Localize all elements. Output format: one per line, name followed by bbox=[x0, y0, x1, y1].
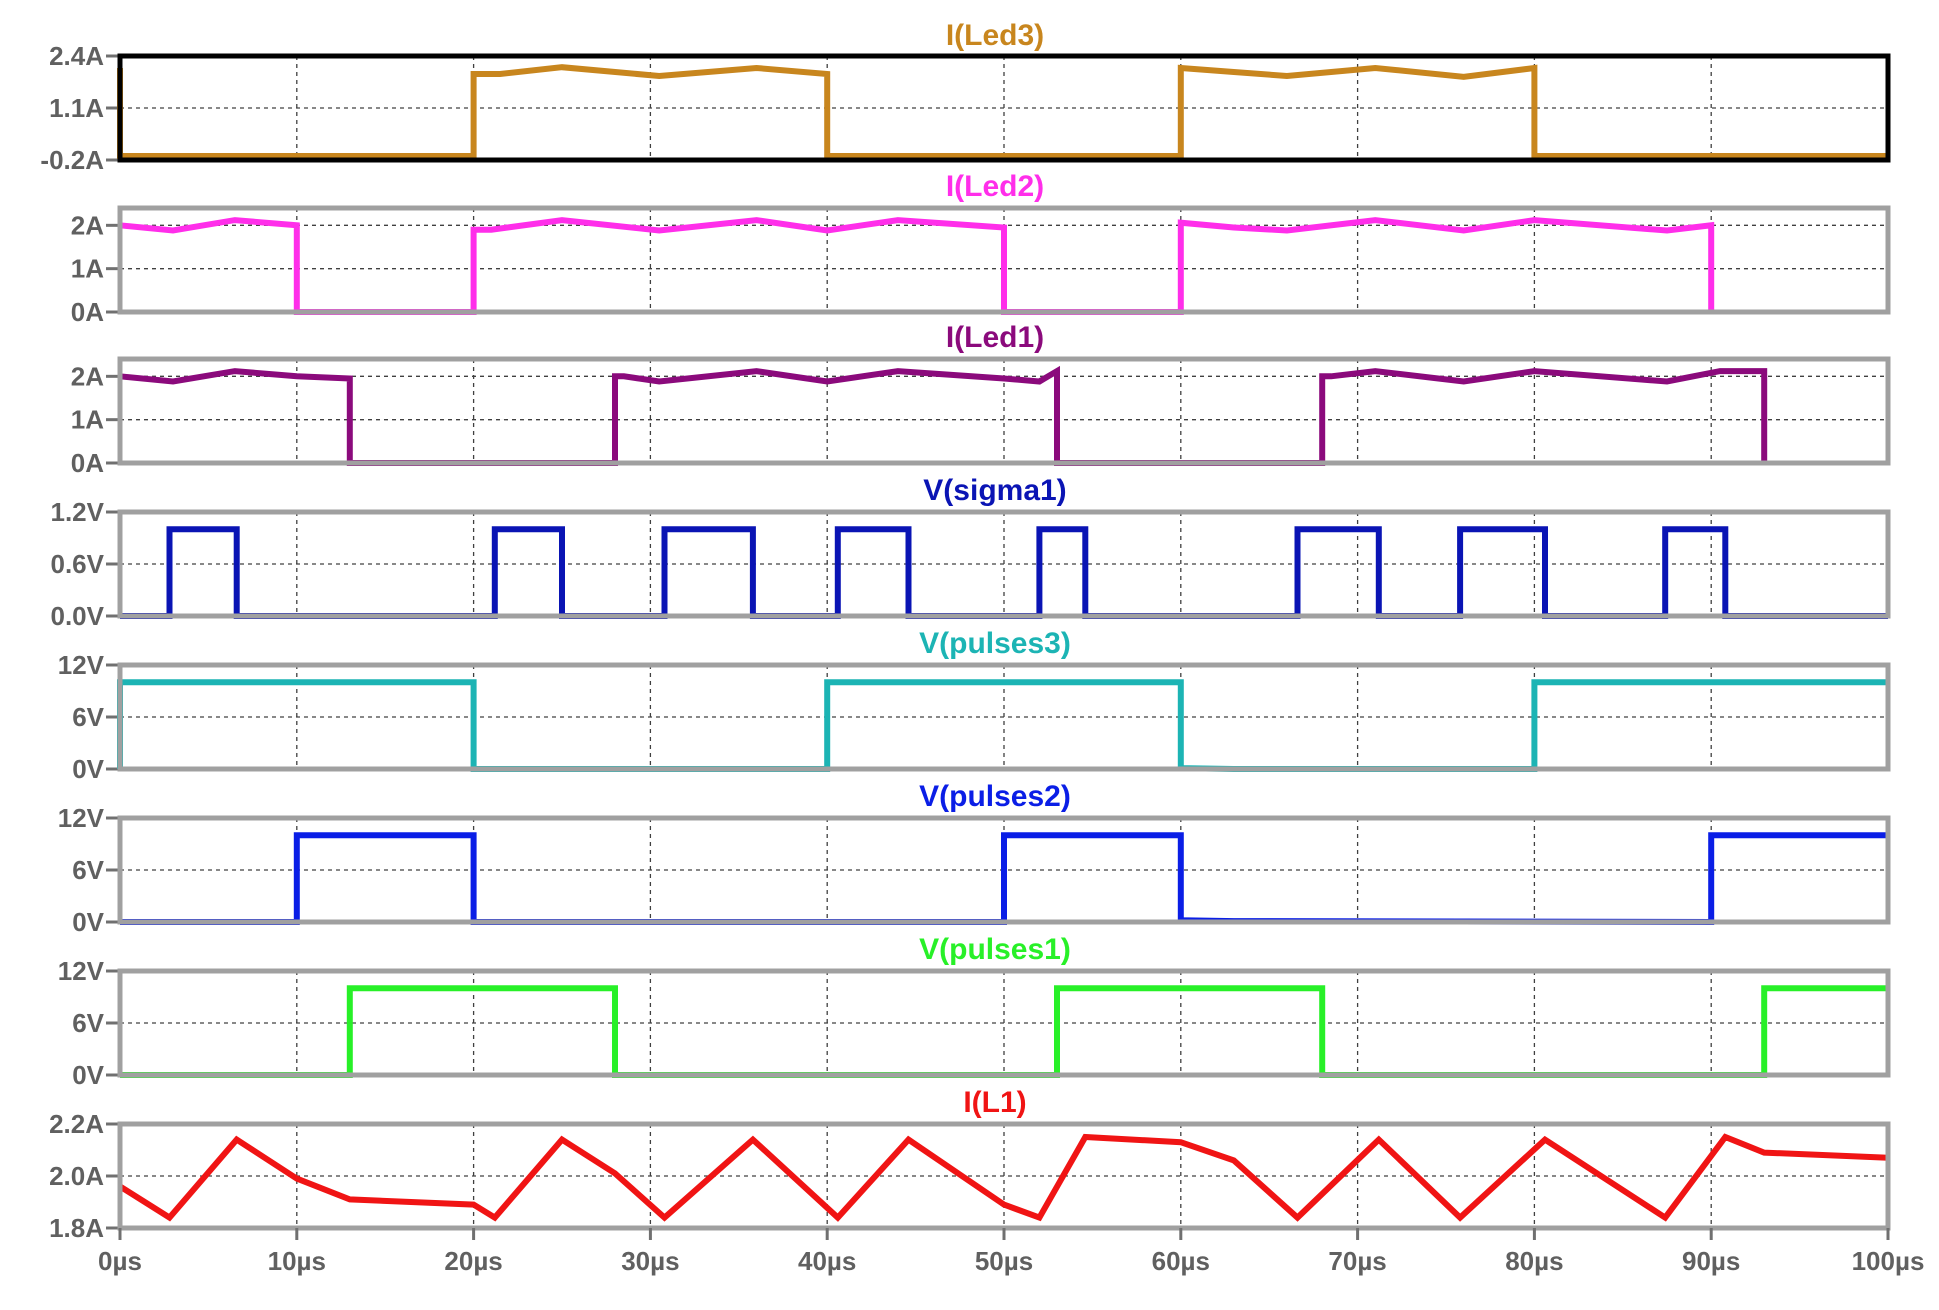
y-tick-label: 2.4A bbox=[49, 41, 104, 71]
panel-6: 12V 6V 0V V(pulses1) bbox=[58, 933, 1891, 1090]
panel-title: I(Led3) bbox=[946, 19, 1044, 52]
trace-vpulses2 bbox=[120, 832, 1888, 926]
y-tick-label: 0V bbox=[72, 754, 104, 784]
x-tick-label: 70µs bbox=[1328, 1246, 1386, 1276]
panel-title: I(Led2) bbox=[946, 170, 1044, 203]
y-tick-label: 1.8A bbox=[49, 1213, 104, 1243]
x-tick-label: 80µs bbox=[1505, 1246, 1563, 1276]
panel-frame bbox=[117, 205, 1891, 315]
y-tick-label: 6V bbox=[72, 855, 104, 885]
y-tick-label: 2.0A bbox=[49, 1161, 104, 1191]
x-tick-label: 30µs bbox=[621, 1246, 679, 1276]
y-tick-label: 0V bbox=[72, 907, 104, 937]
trace-iled3 bbox=[117, 64, 1888, 159]
panel-frame bbox=[117, 53, 1891, 163]
panel-title: V(sigma1) bbox=[923, 474, 1066, 507]
panel-title: V(pulses1) bbox=[919, 933, 1071, 966]
panel-frame bbox=[117, 509, 1891, 619]
y-tick-label: 1A bbox=[71, 405, 104, 435]
y-tick-label: 2A bbox=[71, 210, 104, 240]
y-tick-label: -0.2A bbox=[40, 145, 104, 175]
y-tick-label: 1.2V bbox=[51, 497, 105, 527]
y-tick-label: 0V bbox=[72, 1060, 104, 1090]
panel-frame bbox=[117, 815, 1891, 925]
y-tick-label: 1.1A bbox=[49, 93, 104, 123]
x-tick-label: 40µs bbox=[798, 1246, 856, 1276]
panel-title: V(pulses3) bbox=[919, 627, 1071, 660]
y-tick-label: 0.6V bbox=[51, 549, 105, 579]
x-tick-label: 100µs bbox=[1852, 1246, 1925, 1276]
panel-title: V(pulses2) bbox=[919, 780, 1071, 813]
trace-il1 bbox=[118, 1133, 1889, 1222]
panel-7: 2.2A 2.0A 1.8A I(L1) bbox=[49, 1086, 1891, 1243]
x-tick-label: 90µs bbox=[1682, 1246, 1740, 1276]
y-tick-label: 0A bbox=[71, 448, 104, 478]
panel-3: 1.2V 0.6V 0.0V V(sigma1) bbox=[51, 474, 1891, 631]
panel-5: 12V 6V 0V V(pulses2) bbox=[58, 780, 1891, 937]
y-tick-label: 0.0V bbox=[51, 601, 105, 631]
x-tick-label: 20µs bbox=[444, 1246, 502, 1276]
panel-title: I(L1) bbox=[963, 1086, 1026, 1119]
y-tick-label: 6V bbox=[72, 1008, 104, 1038]
x-tick-label: 0µs bbox=[98, 1246, 142, 1276]
y-tick-label: 12V bbox=[58, 956, 105, 986]
y-tick-label: 1A bbox=[71, 254, 104, 284]
trace-iled2 bbox=[119, 217, 1715, 315]
trace-vpulses3 bbox=[117, 679, 1888, 772]
panel-frame bbox=[117, 968, 1891, 1078]
trace-vpulses1 bbox=[120, 985, 1888, 1078]
panel-2: 2A 1A 0A I(Led1) bbox=[71, 321, 1891, 478]
x-tick-label: 60µs bbox=[1152, 1246, 1210, 1276]
x-tick-label: 10µs bbox=[268, 1246, 326, 1276]
panel-1: 2A 1A 0A I(Led2) bbox=[71, 170, 1891, 327]
y-tick-label: 0A bbox=[71, 297, 104, 327]
y-tick-label: 12V bbox=[58, 803, 105, 833]
panel-frame bbox=[117, 356, 1891, 466]
y-tick-label: 2A bbox=[71, 361, 104, 391]
trace-iled1 bbox=[119, 365, 1768, 466]
panel-frame bbox=[117, 662, 1891, 772]
y-tick-label: 2.2A bbox=[49, 1109, 104, 1139]
y-tick-label: 6V bbox=[72, 702, 104, 732]
x-tick-label: 50µs bbox=[975, 1246, 1033, 1276]
panel-title: I(Led1) bbox=[946, 321, 1044, 354]
panel-0: 2.4A 1.1A -0.2A I(Led3) bbox=[40, 19, 1891, 175]
y-tick-label: 12V bbox=[58, 650, 105, 680]
panel-4: 12V 6V 0V V(pulses3) bbox=[58, 627, 1891, 784]
